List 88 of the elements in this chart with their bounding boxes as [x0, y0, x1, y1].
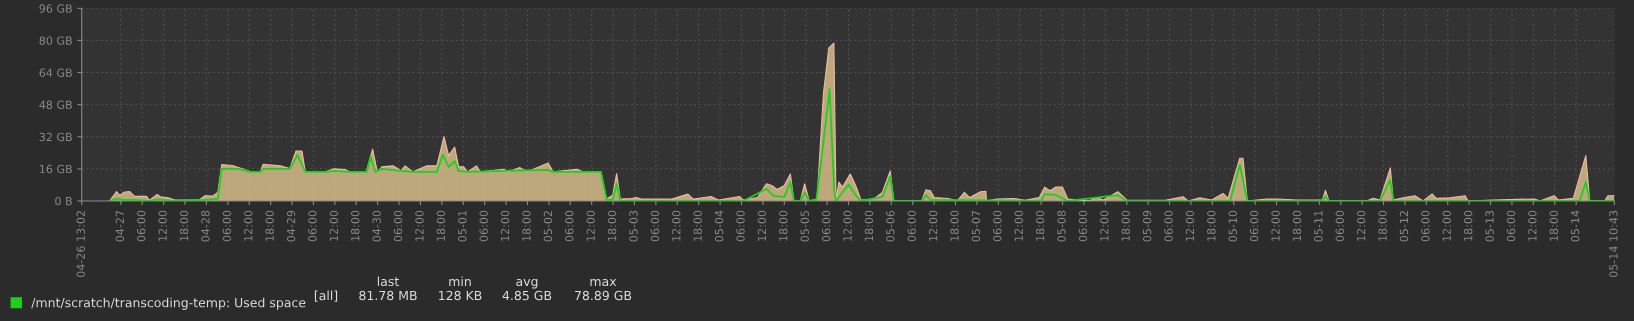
x-tick-label: 18:00 [265, 210, 274, 241]
text: [all] [314, 290, 338, 302]
x-tick-label: 12:00 [757, 210, 767, 241]
x-tick-label: 18:00 [1121, 210, 1130, 241]
x-tick-label: 06:00 [222, 210, 232, 242]
x-tick-label: 05-08 [1057, 210, 1066, 242]
x-tick-label: 18:00 [950, 210, 959, 241]
text: avg [516, 278, 538, 289]
text: min [449, 276, 471, 286]
x-tick-label: 04-27 [115, 210, 125, 242]
x-tick-label: 18:00 [1463, 210, 1473, 241]
x-tick-label: 18:00 [351, 210, 360, 241]
x-tick-label: 06:00 [308, 210, 317, 242]
x-tick-label: 12:00 [1185, 210, 1195, 241]
text: last [377, 276, 399, 287]
y-tick-label: 96 GB [39, 4, 72, 13]
x-tick-label: 18:00 [436, 210, 446, 241]
x-tick-label: 12:00 [500, 210, 510, 241]
x-tick-label: 12:00 [843, 210, 852, 241]
x-tick-label: 06:00 [393, 210, 403, 242]
x-tick-label: 12:00 [1014, 210, 1023, 241]
x-tick-label: 05-04 [714, 210, 724, 242]
x-tick-label: 06:00 [736, 210, 745, 242]
x-tick-label: 05-03 [629, 210, 638, 242]
x-tick-label: 05-11 [1314, 211, 1323, 242]
x-tick-label: 12:00 [244, 210, 253, 241]
text: 128 KB [439, 290, 482, 301]
x-tick-label: 18:00 [693, 210, 702, 241]
x-tick-label: 12:00 [158, 210, 167, 241]
text: 4.85 GB [502, 290, 552, 301]
x-tick-label: 18:00 [1292, 210, 1302, 241]
x-tick-label: 12:00 [329, 210, 339, 241]
text: max [590, 278, 617, 287]
x-tick-label: 18:00 [1035, 210, 1045, 241]
x-tick-label: 18:00 [607, 210, 617, 241]
x-tick-label: 06:00 [479, 210, 488, 242]
y-tick-label: 0 B [55, 196, 72, 206]
x-tick-label: 05-06 [886, 210, 895, 242]
x-tick-label: 06:00 [1164, 210, 1173, 242]
x-tick-label: 05-07 [971, 210, 981, 242]
x-tick-label: 12:00 [1271, 210, 1280, 241]
x-tick-label: 05-14 10:43 [1609, 210, 1618, 278]
x-tick-label: 06:00 [1421, 210, 1430, 242]
x-tick-label: 12:00 [1442, 210, 1451, 241]
y-tick-label: 80 GB [39, 36, 72, 45]
x-tick-label: 06:00 [821, 210, 831, 242]
x-tick-label: 06:00 [907, 210, 916, 242]
x-tick-label: 05-09 [1142, 210, 1152, 242]
x-tick-label: 06:00 [565, 210, 574, 242]
x-tick-label: 18:00 [179, 210, 189, 241]
x-tick-label: 18:00 [1549, 210, 1558, 241]
x-tick-label: 06:00 [1249, 210, 1259, 242]
x-tick-label: 04-28 [201, 210, 210, 242]
x-tick-label: 18:00 [864, 210, 874, 241]
legend-label: /mnt/scratch/transcoding-temp: Used space [31, 297, 306, 310]
x-tick-label: 06:00 [1078, 210, 1088, 242]
x-tick-label: 05-10 [1228, 210, 1237, 242]
x-tick-label: 12:00 [1100, 210, 1109, 241]
x-tick-label: 18:00 [522, 210, 531, 241]
x-tick-label: 12:00 [928, 210, 938, 241]
x-tick-label: 12:00 [1528, 210, 1537, 241]
x-tick-label: 05-14 [1570, 210, 1580, 242]
x-tick-label: 05-12 [1399, 211, 1409, 242]
y-tick-label: 32 GB [39, 132, 72, 142]
x-tick-label: 04-29 [286, 210, 296, 242]
x-tick-label: 05-01 [458, 211, 467, 242]
x-tick-label: 18:00 [1378, 210, 1387, 241]
y-tick-label: 64 GB [39, 68, 72, 77]
x-tick-label: 18:00 [779, 210, 788, 241]
x-tick-label: 12:00 [415, 210, 424, 241]
x-tick-label: 12:00 [672, 210, 681, 241]
y-tick-label: 48 GB [39, 100, 72, 110]
x-tick-label: 06:00 [1335, 210, 1344, 242]
x-tick-label: 05-02 [543, 211, 553, 242]
x-tick-label: 06:00 [1506, 210, 1516, 242]
x-tick-label: 18:00 [1207, 210, 1216, 241]
x-tick-label: 04-30 [372, 210, 381, 242]
x-tick-label: 06:00 [650, 210, 660, 242]
x-tick-label: 06:00 [137, 210, 146, 242]
x-tick-label: 05-13 [1485, 210, 1494, 242]
x-tick-label: 12:00 [1356, 210, 1366, 241]
x-tick-label: 06:00 [993, 210, 1002, 242]
text: 78.89 GB [575, 290, 632, 301]
x-tick-label: 04-26 13:02 [76, 211, 85, 278]
y-tick-label: 16 GB [39, 164, 72, 174]
x-tick-label: 05-05 [800, 210, 809, 242]
x-tick-label: 12:00 [586, 210, 595, 241]
text: 81.78 MB [359, 290, 417, 301]
